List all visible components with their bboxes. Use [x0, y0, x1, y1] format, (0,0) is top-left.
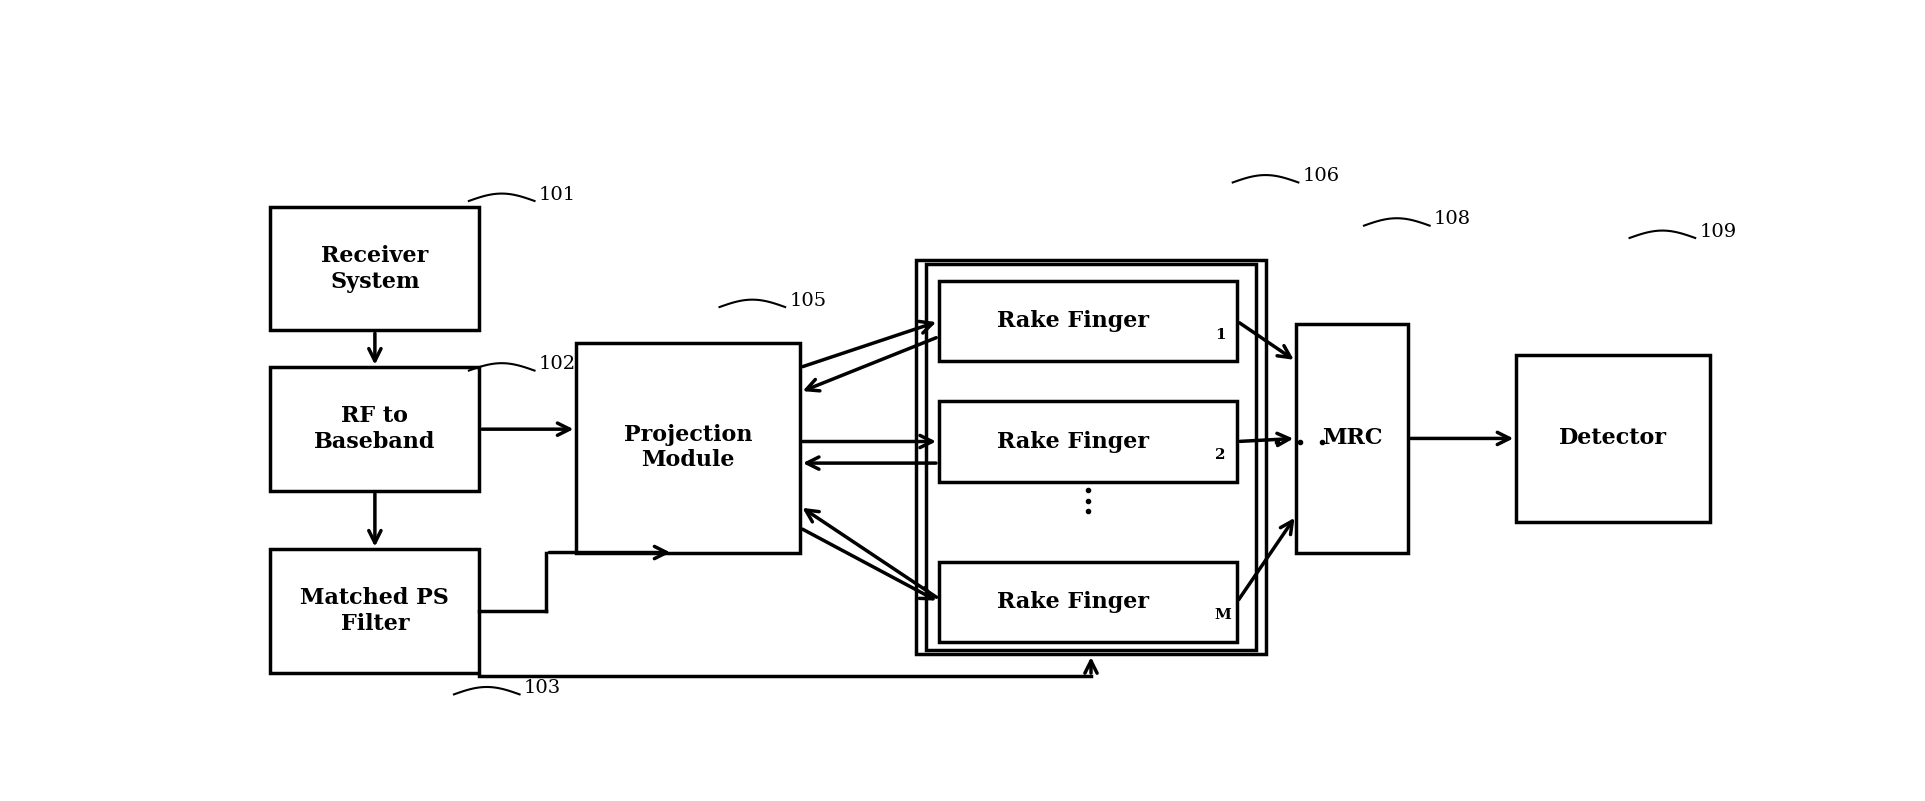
- Text: M: M: [1215, 609, 1232, 622]
- Bar: [270, 207, 479, 331]
- Bar: [270, 368, 479, 491]
- Bar: [939, 281, 1238, 361]
- Text: Rake Finger: Rake Finger: [997, 430, 1149, 453]
- Text: Projection
Module: Projection Module: [624, 424, 753, 471]
- Text: 1: 1: [1215, 328, 1226, 342]
- Text: Receiver
System: Receiver System: [321, 245, 429, 292]
- Text: Rake Finger: Rake Finger: [997, 310, 1149, 332]
- Bar: [916, 260, 1267, 654]
- Bar: [1296, 324, 1407, 553]
- Text: MRC: MRC: [1322, 428, 1382, 449]
- Text: Rake Finger: Rake Finger: [997, 591, 1149, 613]
- Bar: [926, 264, 1255, 650]
- Text: 108: 108: [1434, 211, 1471, 228]
- Bar: [1517, 355, 1709, 521]
- Text: 106: 106: [1303, 167, 1340, 185]
- Bar: [939, 401, 1238, 481]
- Bar: [939, 562, 1238, 642]
- Text: 101: 101: [539, 186, 576, 203]
- Text: 2: 2: [1215, 448, 1226, 462]
- Text: 105: 105: [789, 292, 826, 310]
- Bar: [270, 549, 479, 673]
- Text: 103: 103: [524, 679, 562, 697]
- Bar: [576, 343, 801, 553]
- Text: RF to
Baseband: RF to Baseband: [314, 405, 435, 453]
- Text: Detector: Detector: [1559, 428, 1667, 449]
- Text: 102: 102: [539, 356, 576, 373]
- Text: Matched PS
Filter: Matched PS Filter: [300, 587, 449, 635]
- Text: 109: 109: [1700, 223, 1736, 241]
